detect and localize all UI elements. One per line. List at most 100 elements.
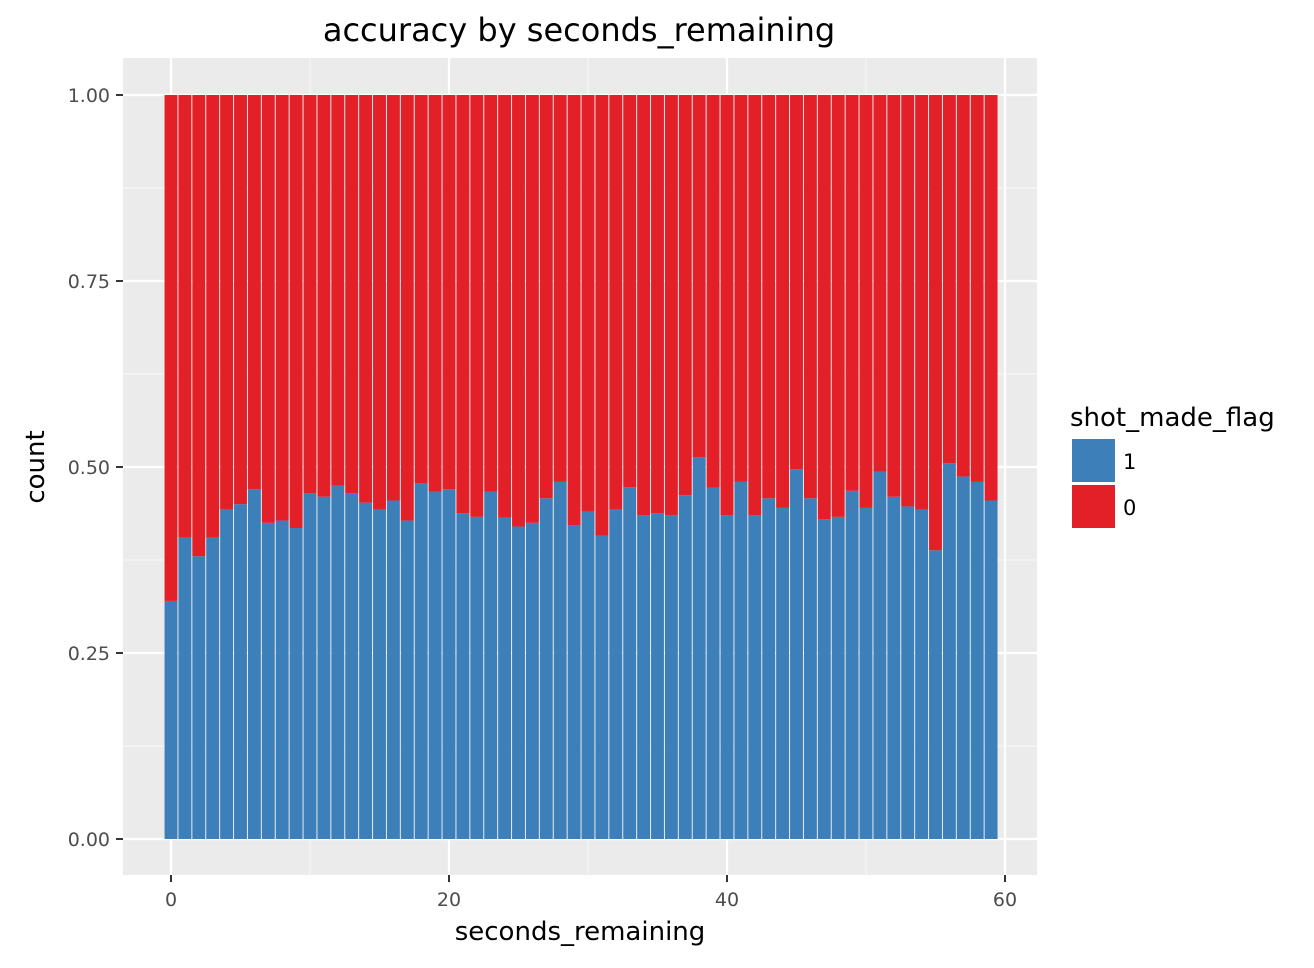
bar-missed [929,95,942,551]
bar-missed [595,95,609,536]
bar-missed [303,95,317,494]
bar-missed [456,95,470,514]
bar-made [984,500,998,839]
bar-made [359,502,373,839]
bar-missed [247,95,261,490]
bar-missed [206,95,220,538]
bar-made [790,469,803,839]
legend-key-0 [1072,485,1115,528]
legend: shot_made_flag 1 0 [1070,403,1275,528]
bar-missed [623,95,637,488]
bar-made [303,493,317,839]
bar-missed [706,95,720,488]
bar-missed [942,95,956,464]
bar-missed [609,95,623,510]
bar-missed [317,95,331,497]
bars-layer [164,95,998,839]
bar-made [651,513,664,839]
bar-made [762,498,776,839]
bar-missed [817,95,831,520]
y-axis-label: count [21,430,51,503]
bar-missed [803,95,817,499]
bar-made [220,509,234,839]
bar-missed [234,95,247,505]
bar-made [331,485,345,839]
bar-made [734,481,748,839]
bar-missed [956,95,970,477]
bar-made [206,537,220,839]
bar-made [915,509,929,839]
bar-made [706,487,720,839]
bar-made [275,520,289,839]
y-tick-label: 0.00 [68,829,110,851]
bar-made [192,556,206,839]
bar-made [678,495,692,839]
bar-made [414,483,428,839]
bar-made [345,493,359,839]
bar-missed [470,95,484,517]
bar-missed [637,95,651,516]
bar-missed [484,95,498,492]
bar-made [512,526,525,839]
bar-made [234,504,247,839]
bar-made [400,520,414,839]
bar-made [373,509,386,839]
bar-missed [790,95,803,470]
bar-missed [845,95,859,491]
bar-made [498,517,512,839]
y-tick-label: 1.00 [68,85,110,107]
bar-made [776,507,790,839]
x-tick-label: 0 [165,889,177,911]
bar-missed [873,95,887,472]
bar-made [692,457,706,839]
bar-missed [414,95,428,484]
bar-missed [567,95,581,526]
bar-made [539,498,553,839]
y-tick-label: 0.50 [68,457,110,479]
bar-missed [498,95,512,518]
bar-made [637,515,651,839]
bar-missed [192,95,206,557]
bar-made [317,496,331,839]
bar-made [748,515,762,839]
bar-made [720,515,734,839]
bar-missed [539,95,553,499]
bar-made [859,507,873,839]
bar-missed [581,95,595,512]
bar-made [803,498,817,839]
bar-made [929,550,942,839]
bar-made [956,476,970,839]
bar-made [525,522,539,839]
bar-missed [901,95,915,507]
bar-missed [386,95,400,501]
legend-label-1: 1 [1123,450,1136,474]
bar-made [164,600,178,839]
bar-missed [678,95,692,496]
x-tick-label: 40 [715,889,739,911]
bar-made [553,481,567,839]
x-axis-label: seconds_remaining [455,917,706,947]
bar-made [247,489,261,839]
bar-missed [720,95,734,516]
bar-made [901,506,915,839]
chart-title: accuracy by seconds_remaining [323,11,835,49]
x-tick-label: 20 [437,889,461,911]
bar-missed [776,95,790,508]
bar-made [817,519,831,839]
legend-key-1 [1072,439,1115,482]
bar-missed [984,95,998,501]
bar-missed [164,95,178,601]
bar-missed [220,95,234,510]
bar-made [289,528,303,839]
bar-missed [178,95,192,538]
bar-missed [331,95,345,486]
legend-label-0: 0 [1123,496,1136,520]
y-tick-label: 0.25 [68,643,110,665]
bar-missed [553,95,567,482]
bar-made [581,511,595,839]
bar-made [456,513,470,839]
bar-missed [400,95,414,521]
bar-missed [428,95,442,492]
